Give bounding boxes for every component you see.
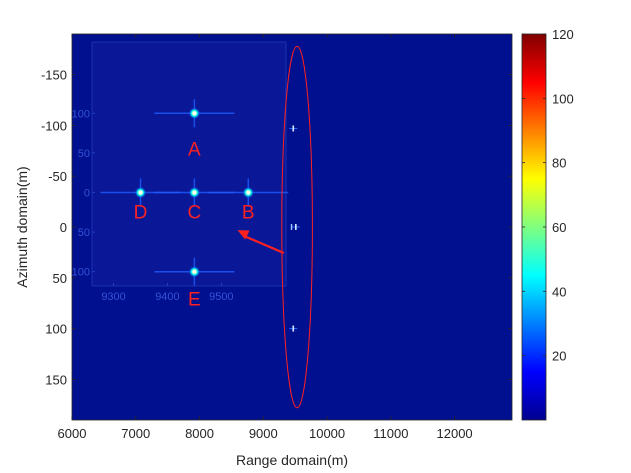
colorbar-ticks: 20 40 60 80 100 120 <box>522 27 574 364</box>
arrow-head <box>237 230 250 240</box>
inset-point-label: B <box>242 203 255 224</box>
inset-point <box>192 111 197 116</box>
colorbar-tick-label: 100 <box>552 91 574 106</box>
y-tick-label: 0 <box>60 220 67 235</box>
y-tick-label: -50 <box>48 169 67 184</box>
x-tick-label: 6000 <box>58 426 87 441</box>
x-tick-label: 11000 <box>373 426 408 441</box>
colorbar-tick-label: 120 <box>552 27 574 42</box>
inset-point-label: C <box>188 203 202 224</box>
inset-x-tick-label: 9400 <box>155 291 179 303</box>
x-axis-ticks: 6000 7000 8000 9000 10000 11000 12000 <box>58 34 473 441</box>
inset-points <box>100 99 289 286</box>
inset-point <box>138 190 143 195</box>
annotations <box>237 45 313 409</box>
inset-x-tick-label: 9300 <box>101 291 125 303</box>
inset-y-tick-label: 50 <box>78 148 90 160</box>
x-tick-label: 8000 <box>185 426 214 441</box>
full-scale-targets <box>289 125 300 332</box>
inset-point <box>192 190 197 195</box>
target-point-secondary <box>290 224 293 230</box>
y-tick-label: 50 <box>53 271 67 286</box>
inset-point <box>192 269 197 274</box>
x-axis-label: Range domain(m) <box>236 452 348 468</box>
colorbar <box>521 33 547 421</box>
x-tick-label: 9000 <box>249 426 278 441</box>
inset-y-tick-label: 100 <box>72 267 90 279</box>
target-point <box>295 224 297 230</box>
target-point <box>292 325 295 332</box>
inset-frame <box>91 41 287 287</box>
inset-y-tick-label: 0 <box>84 188 90 200</box>
x-tick-label: 10000 <box>309 426 345 441</box>
inset-x-ticks: 9300 9400 9500 <box>101 283 234 303</box>
y-tick-label: 100 <box>45 322 67 337</box>
inset-point-label: A <box>188 139 201 160</box>
colorbar-tick-label: 80 <box>552 156 566 171</box>
y-tick-label: -100 <box>41 118 67 133</box>
inset-labels: A B C D E <box>134 139 255 310</box>
x-tick-label: 12000 <box>437 426 473 441</box>
inset-y-tick-label: 50 <box>78 227 90 239</box>
arrow-shaft <box>244 235 285 255</box>
x-tick-label: 7000 <box>121 426 150 441</box>
inset-x-tick-label: 9500 <box>209 291 233 303</box>
colorbar-tick-label: 20 <box>552 349 566 364</box>
ellipse-annotation <box>281 45 313 409</box>
colorbar-tick-label: 60 <box>552 220 566 235</box>
y-axis-label: Azimuth domain(m) <box>14 166 30 287</box>
y-tick-label: 150 <box>45 372 67 387</box>
inset-point-label: D <box>134 203 148 224</box>
colorbar-tick-label: 40 <box>552 284 566 299</box>
inset-point-label: E <box>188 290 201 311</box>
inset-y-ticks: 100 50 0 50 100 <box>72 108 95 279</box>
y-axis-ticks: -150 -100 -50 0 50 100 150 <box>41 68 512 387</box>
y-tick-label: -150 <box>41 68 67 83</box>
inset-plot: 100 50 0 50 100 9300 9400 9500 A B C D E <box>72 41 289 311</box>
target-point <box>292 125 295 132</box>
inset-y-tick-label: 100 <box>72 108 90 120</box>
inset-point <box>246 190 251 195</box>
